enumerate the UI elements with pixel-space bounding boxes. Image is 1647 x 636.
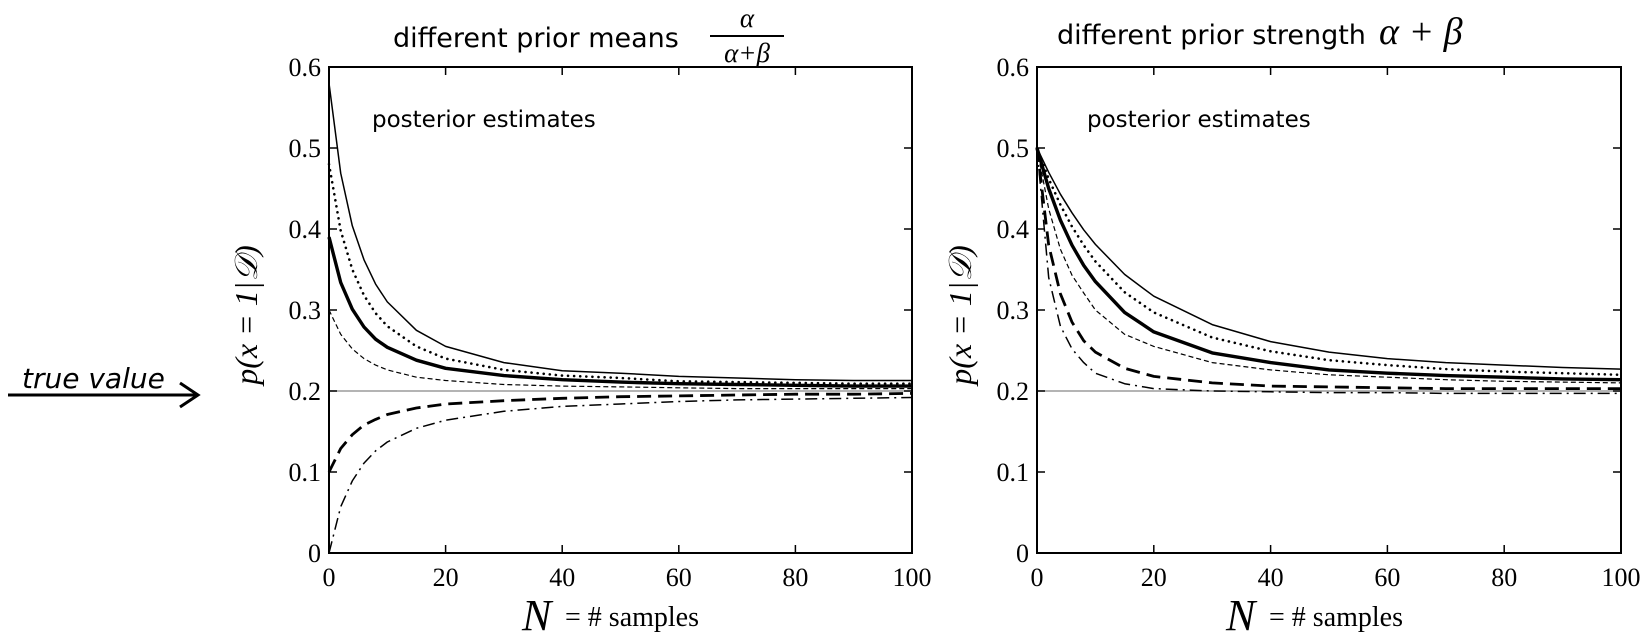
x-axis-label-text: = # samples: [1269, 602, 1403, 633]
posterior-estimates-annotation: posterior estimates: [1087, 107, 1311, 133]
x-tick-label: 0: [1031, 563, 1044, 592]
y-tick-label: 0.6: [997, 53, 1030, 82]
x-tick-label: 80: [782, 563, 808, 592]
y-tick-label: 0.3: [997, 296, 1030, 325]
x-axis-label: N = # samples: [521, 591, 699, 636]
series-line-thick-solid: [327, 236, 912, 388]
series-line-thin-dashed: [328, 309, 912, 390]
series-line-thick-solid: [1035, 147, 1622, 382]
title-fraction-denominator: α+β: [724, 38, 770, 68]
series-line-thick-dashed: [327, 392, 913, 473]
x-tick-label: 20: [1141, 563, 1167, 592]
x-tick-label: 40: [549, 563, 575, 592]
x-tick-label: 80: [1491, 563, 1517, 592]
series-line-dash-dot: [1036, 147, 1621, 395]
true-value-arrow-head-icon: [179, 381, 201, 409]
y-tick-label: 0.5: [289, 134, 322, 163]
panel-title-text: different prior strength: [1057, 20, 1366, 51]
y-tick-label: 0.6: [289, 53, 322, 82]
x-axis-label-symbol: N: [1225, 591, 1258, 636]
series-line-thin-solid: [1036, 147, 1622, 370]
series-line-thin-dashed: [1036, 147, 1622, 384]
x-tick-label: 20: [433, 563, 459, 592]
title-fraction-numerator: α: [740, 3, 755, 33]
panel-prior-means: different prior means α α+β posterior es…: [228, 3, 932, 636]
x-axis-label-text: = # samples: [565, 602, 699, 633]
x-axis-label-symbol: N: [521, 591, 554, 636]
y-tick-label: 0.2: [997, 377, 1030, 406]
y-tick-label: 0.1: [289, 458, 322, 487]
y-tick-label: 0.4: [997, 215, 1030, 244]
panel-title-math: α + β: [1379, 11, 1463, 53]
y-tick-label: 0.1: [997, 458, 1030, 487]
y-tick-label: 0.5: [997, 134, 1030, 163]
series-line-dash-dot: [328, 396, 913, 554]
series-line-dotted: [327, 162, 914, 385]
x-tick-label: 0: [323, 563, 336, 592]
panel-prior-strength: different prior strength α + β posterior…: [942, 11, 1641, 636]
plot-frame: [328, 66, 913, 554]
posterior-estimates-annotation: posterior estimates: [372, 107, 596, 133]
series-line-dotted: [1035, 146, 1623, 377]
true-value-label: true value: [22, 362, 165, 395]
y-tick-label: 0: [308, 539, 321, 568]
x-tick-label: 40: [1258, 563, 1284, 592]
y-tick-label: 0.2: [289, 377, 322, 406]
x-tick-label: 60: [1374, 563, 1400, 592]
x-tick-label: 100: [1602, 563, 1641, 592]
panel-title-fraction: α α+β: [710, 3, 784, 68]
y-axis-label: p(x = 1|𝒟): [228, 245, 264, 386]
x-axis-label: N = # samples: [1225, 591, 1403, 636]
y-tick-label: 0: [1016, 539, 1029, 568]
true-value-annotation: true value: [8, 362, 201, 409]
panel-title-text: different prior means: [393, 23, 679, 54]
series-line-thin-solid: [328, 83, 912, 382]
y-axis-label: p(x = 1|𝒟): [942, 245, 978, 386]
x-tick-label: 60: [666, 563, 692, 592]
y-tick-label: 0.4: [289, 215, 322, 244]
y-tick-label: 0.3: [289, 296, 322, 325]
x-tick-label: 100: [893, 563, 932, 592]
